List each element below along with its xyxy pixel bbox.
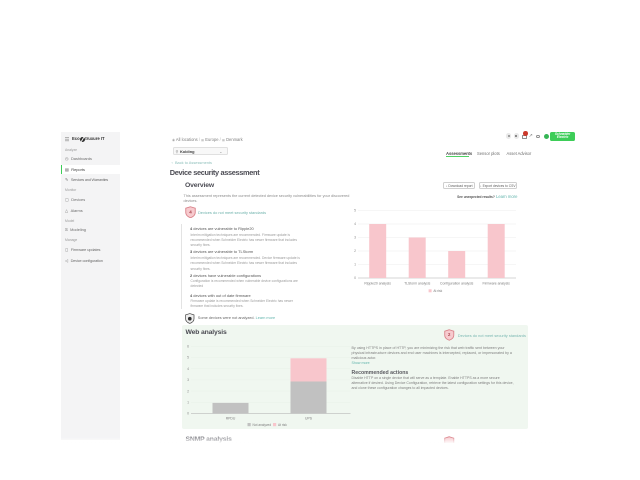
svg-text:0: 0: [354, 276, 356, 280]
svg-text:5: 5: [187, 356, 189, 360]
svg-text:Not analyzed: Not analyzed: [253, 423, 272, 427]
svg-text:3: 3: [187, 378, 189, 382]
svg-text:5: 5: [354, 209, 356, 213]
svg-text:RPDU: RPDU: [226, 416, 236, 420]
svg-text:2: 2: [354, 249, 356, 253]
svg-text:TLStorm analysis: TLStorm analysis: [404, 282, 430, 286]
svg-text:4: 4: [187, 367, 189, 371]
svg-text:At risk: At risk: [278, 423, 287, 427]
svg-text:2: 2: [187, 389, 189, 393]
svg-text:UPS: UPS: [305, 416, 313, 420]
svg-text:2: 2: [448, 332, 451, 337]
svg-text:4: 4: [354, 222, 356, 226]
svg-text:1: 1: [354, 263, 356, 267]
svg-text:Ripple20 analysis: Ripple20 analysis: [364, 282, 391, 286]
svg-text:3: 3: [354, 236, 356, 240]
svg-text:4: 4: [189, 209, 192, 214]
svg-text:Firmware analysis: Firmware analysis: [483, 282, 511, 286]
svg-text:0: 0: [187, 412, 189, 416]
svg-text:1: 1: [187, 401, 189, 405]
svg-text:6: 6: [187, 345, 189, 349]
svg-text:Configuration analysis: Configuration analysis: [440, 282, 474, 286]
svg-text:At risk: At risk: [433, 289, 442, 293]
